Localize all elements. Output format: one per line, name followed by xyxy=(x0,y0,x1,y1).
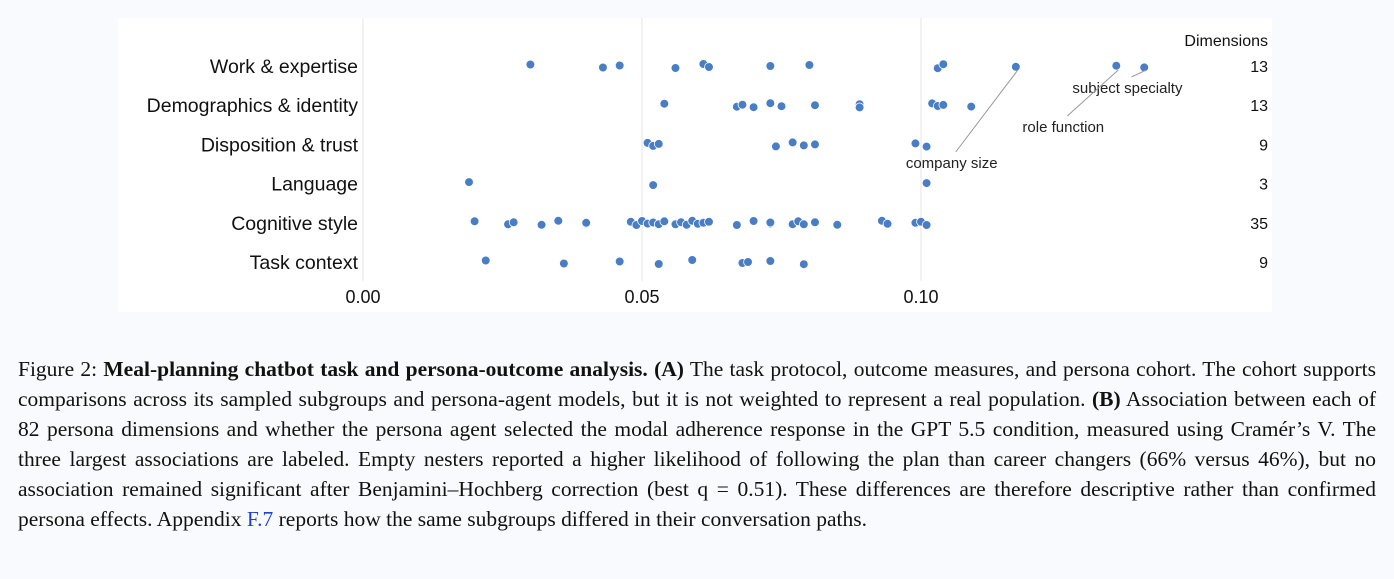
figure-label: Figure 2: xyxy=(18,357,104,381)
annotation-leader xyxy=(1066,69,1119,117)
category-label: Disposition & trust xyxy=(201,134,359,156)
panel-b-label: (B) xyxy=(1091,387,1121,411)
data-point xyxy=(732,220,742,230)
data-point xyxy=(938,59,949,69)
panel-a-label: (A) xyxy=(654,357,684,381)
strip-plot: 0.00 0.05 0.10 Dimensions Work & expertise 13… xyxy=(147,18,1268,307)
category-label: Task context xyxy=(250,252,359,274)
data-point xyxy=(832,220,843,230)
panel-b-text: Association between each of 82 persona d… xyxy=(18,387,1376,531)
category-count: 3 xyxy=(1259,177,1268,194)
data-point xyxy=(882,219,893,229)
data-point xyxy=(648,180,658,190)
data-point xyxy=(525,59,536,70)
data-point xyxy=(704,62,714,72)
data-point xyxy=(1139,62,1149,73)
data-point xyxy=(704,217,714,227)
data-point xyxy=(614,60,625,71)
category-label: Cognitive style xyxy=(231,213,358,235)
x-tick-label: 0.10 xyxy=(903,287,938,307)
data-point xyxy=(799,219,809,230)
data-point xyxy=(469,216,480,227)
panel-a-text: The task protocol, outcome measures, and… xyxy=(18,357,1377,411)
data-point xyxy=(480,255,491,266)
data-point xyxy=(799,259,809,270)
category-count: 13 xyxy=(1250,98,1268,115)
data-point xyxy=(966,101,977,112)
data-point xyxy=(810,139,820,150)
annotation-leader xyxy=(955,69,1019,153)
category-count: 35 xyxy=(1250,216,1268,233)
annotation-label: subject specialty xyxy=(1072,80,1183,97)
data-point xyxy=(765,61,776,71)
data-point xyxy=(748,102,759,112)
data-point xyxy=(653,139,664,149)
x-tick-label: 0.05 xyxy=(624,287,659,307)
data-point xyxy=(804,60,815,70)
data-point xyxy=(765,217,776,228)
category-count: 9 xyxy=(1259,255,1268,272)
category-count: 9 xyxy=(1259,137,1268,154)
category-label: Demographics & identity xyxy=(147,95,359,117)
data-point xyxy=(787,137,798,148)
data-point xyxy=(508,217,519,228)
data-point xyxy=(1011,61,1021,72)
data-point xyxy=(765,98,776,108)
data-point xyxy=(910,138,921,149)
figure-caption: Figure 2: Meal-planning chatbot task and… xyxy=(18,354,1376,534)
annotation-label: role function xyxy=(1022,119,1104,136)
annotation-leader xyxy=(1131,69,1147,78)
data-point xyxy=(464,177,474,187)
data-point xyxy=(921,220,932,230)
data-point xyxy=(737,99,748,110)
data-point xyxy=(799,140,809,151)
chart-panel: 0.00 0.05 0.10 Dimensions Work & expertise 13… xyxy=(118,18,1272,312)
data-point xyxy=(653,259,664,269)
data-point xyxy=(553,216,564,226)
data-point xyxy=(748,216,759,226)
count-header: Dimensions xyxy=(1184,33,1268,50)
caption-end-text: reports how the same subgroups differed … xyxy=(273,507,867,531)
data-point xyxy=(670,63,681,73)
x-tick-label: 0.00 xyxy=(345,287,380,307)
data-point xyxy=(1111,60,1122,71)
data-point xyxy=(810,100,820,110)
data-point xyxy=(771,141,781,152)
data-point xyxy=(559,258,569,269)
data-point xyxy=(938,100,949,110)
appendix-link[interactable]: F.7 xyxy=(246,507,274,531)
category-label: Work & expertise xyxy=(210,56,358,78)
data-point xyxy=(776,101,787,111)
data-point xyxy=(659,216,670,227)
data-point xyxy=(743,257,753,267)
data-point xyxy=(854,102,865,113)
data-point xyxy=(687,255,698,265)
data-point xyxy=(614,256,625,267)
data-point xyxy=(921,141,932,152)
data-point xyxy=(581,218,592,228)
data-point xyxy=(598,62,608,73)
data-point xyxy=(659,98,670,109)
data-point xyxy=(765,256,776,266)
category-count: 13 xyxy=(1250,59,1268,76)
category-label: Language xyxy=(271,174,358,196)
data-point xyxy=(921,178,932,188)
annotation-label: company size xyxy=(906,155,998,172)
data-point xyxy=(536,220,547,230)
caption-title: Meal-planning chatbot task and persona-o… xyxy=(103,357,648,381)
data-point xyxy=(810,217,820,228)
